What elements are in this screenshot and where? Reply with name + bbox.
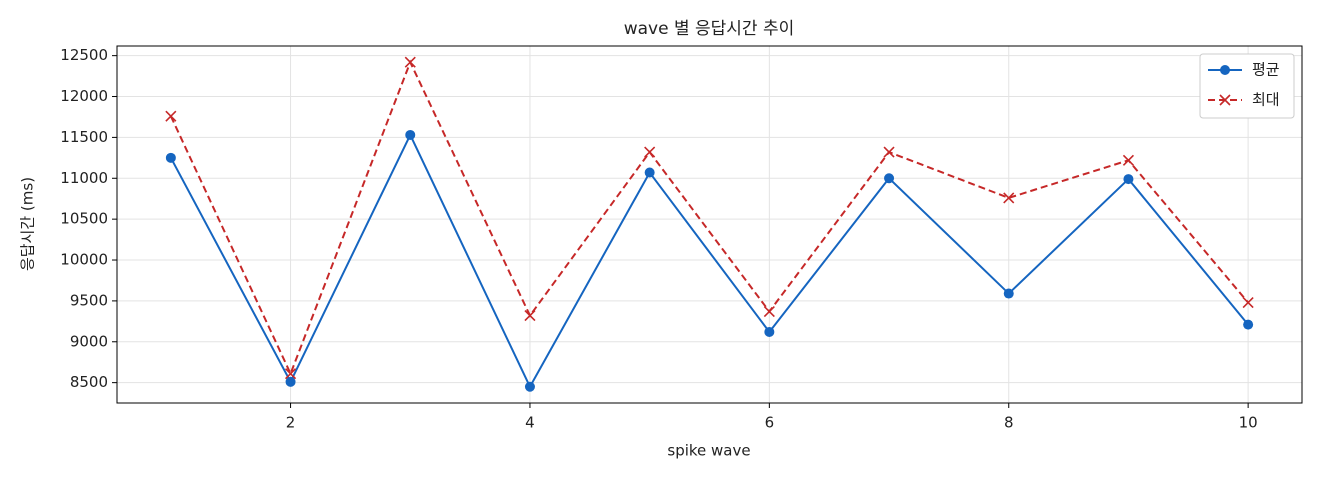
y-tick-label: 10500	[60, 210, 108, 228]
y-tick-label: 8500	[70, 373, 108, 391]
y-tick-label: 9500	[70, 291, 108, 309]
x-tick-label: 10	[1239, 414, 1258, 432]
x-tick-label: 8	[1004, 414, 1014, 432]
point	[644, 167, 655, 178]
chart-title: wave 별 응답시간 추이	[624, 19, 795, 39]
point	[1123, 174, 1134, 185]
point	[1003, 288, 1014, 299]
point	[884, 173, 895, 184]
x-tick-label: 4	[525, 414, 535, 432]
point	[524, 381, 535, 392]
y-tick-label: 9000	[70, 332, 108, 350]
point	[1003, 192, 1015, 204]
point	[883, 146, 895, 158]
x-tick-label: 2	[286, 414, 296, 432]
point	[1242, 296, 1254, 309]
point	[524, 310, 536, 322]
legend-marker	[1220, 65, 1230, 75]
legend-label: 최대	[1252, 91, 1280, 109]
y-tick-label: 12500	[60, 46, 108, 64]
point	[1122, 154, 1135, 166]
y-tick-label: 10000	[60, 251, 108, 269]
point	[405, 129, 416, 140]
point	[764, 326, 775, 337]
point	[1243, 319, 1254, 330]
point	[165, 152, 176, 163]
point	[763, 305, 775, 318]
plot-frame	[116, 45, 1303, 404]
point	[285, 376, 296, 387]
point	[284, 368, 297, 380]
line	[169, 132, 1249, 389]
point	[644, 146, 656, 158]
x-axis-label: spike wave	[667, 442, 750, 460]
y-tick-label: 11500	[60, 128, 108, 146]
line	[169, 59, 1249, 377]
y-tick-label: 11000	[60, 169, 108, 187]
legend-box	[1199, 53, 1295, 119]
point	[404, 56, 416, 68]
y-tick-label: 12000	[60, 87, 108, 105]
legend-marker	[1219, 94, 1231, 106]
point	[165, 110, 177, 122]
x-tick-label: 6	[765, 414, 775, 432]
legend-label: 평균	[1252, 61, 1280, 79]
y-axis-label: 응답시간 (ms)	[19, 177, 37, 271]
